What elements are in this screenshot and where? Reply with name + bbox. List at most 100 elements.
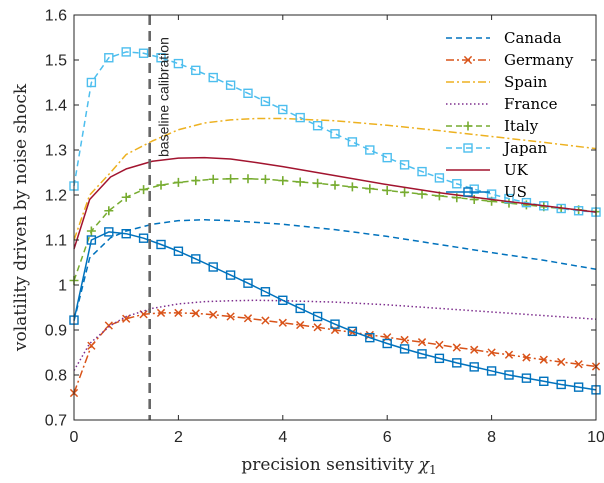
legend-entry-canada: Canada	[446, 29, 562, 47]
data-point-japan	[417, 166, 427, 177]
data-point-germany	[504, 350, 514, 359]
data-point-us	[469, 362, 479, 372]
data-point-japan	[382, 152, 392, 163]
data-point-germany	[87, 341, 96, 350]
data-point-italy	[226, 174, 236, 184]
data-point-us	[104, 227, 114, 237]
data-point-us	[156, 239, 166, 250]
data-point-us	[556, 379, 566, 390]
series-us	[69, 227, 601, 395]
data-point-japan	[156, 53, 166, 63]
data-point-germany	[313, 323, 322, 332]
data-point-japan	[104, 53, 114, 63]
data-point-germany	[191, 309, 200, 318]
axes-box	[73, 14, 597, 421]
series-france	[73, 299, 597, 371]
data-point-germany	[243, 314, 253, 323]
data-point-italy	[139, 185, 149, 195]
legend-entry-us: US	[446, 183, 527, 201]
data-point-us	[225, 270, 236, 280]
data-point-italy	[400, 187, 410, 197]
data-point-germany	[452, 343, 461, 352]
y-tick-label: 0.7	[45, 413, 67, 430]
data-point-japan	[330, 129, 340, 139]
y-tick-label: 1.2	[45, 188, 67, 205]
data-point-us	[208, 262, 218, 272]
data-point-japan	[399, 160, 410, 170]
data-point-italy	[382, 186, 392, 195]
data-point-germany	[278, 318, 287, 327]
data-point-japan	[86, 77, 97, 88]
legend-entry-japan: Japan	[446, 139, 548, 157]
data-point-japan	[295, 112, 305, 123]
y-tick-label: 0.8	[45, 368, 67, 385]
data-point-us	[86, 235, 97, 245]
data-point-us	[486, 366, 497, 376]
series-line-us	[73, 231, 597, 391]
x-axis-label-symbol: χ	[418, 455, 431, 475]
data-point-us	[191, 254, 201, 264]
x-tick-label: 0	[70, 429, 79, 446]
x-tick-label: 6	[383, 429, 392, 446]
data-point-us	[312, 311, 323, 322]
data-point-us	[504, 370, 514, 380]
data-point-germany	[400, 335, 409, 345]
data-point-germany	[522, 353, 531, 362]
data-point-us	[121, 228, 131, 239]
x-tick-label: 8	[487, 429, 496, 446]
x-axis-label: precision sensitivity χ1	[241, 455, 436, 477]
legend-label: US	[504, 183, 527, 201]
data-point-japan	[191, 65, 201, 76]
legend-marker-italy	[463, 121, 473, 131]
y-tick-label: 1.5	[45, 53, 67, 70]
series-canada	[73, 219, 597, 322]
data-point-japan	[434, 173, 445, 183]
data-point-japan	[260, 96, 271, 107]
data-point-us	[573, 382, 584, 392]
data-point-japan	[469, 184, 479, 194]
series-layer	[69, 47, 601, 398]
data-point-germany	[417, 338, 427, 347]
y-tick-label: 1.4	[45, 98, 67, 115]
legend: Canada Germany Spain France Italy Japan UK US	[446, 29, 574, 201]
data-point-germany	[435, 340, 444, 349]
data-point-japan	[312, 120, 323, 131]
data-point-us	[399, 344, 410, 354]
data-point-japan	[138, 48, 149, 58]
y-tick-label: 1.1	[45, 233, 67, 250]
data-point-germany	[156, 308, 166, 318]
data-point-italy	[86, 226, 96, 236]
data-point-us	[278, 295, 288, 305]
data-point-japan	[243, 88, 253, 99]
y-tick-label: 0.9	[45, 323, 67, 340]
legend-label: Germany	[504, 51, 574, 69]
data-point-japan	[504, 193, 514, 204]
data-point-italy	[173, 177, 183, 187]
data-point-us	[434, 353, 445, 364]
data-point-italy	[278, 176, 288, 186]
data-point-japan	[173, 58, 184, 69]
data-point-italy	[243, 174, 253, 184]
data-point-us	[260, 287, 271, 297]
data-point-us	[417, 349, 427, 359]
data-point-italy	[313, 178, 323, 188]
series-line-spain	[73, 117, 597, 241]
data-point-italy	[104, 206, 114, 216]
x-axis-label-subscript: 1	[429, 463, 437, 477]
legend-marker-us	[463, 187, 473, 197]
series-line-japan	[73, 51, 597, 213]
data-point-germany	[174, 308, 183, 318]
data-point-us	[521, 373, 532, 383]
data-point-germany	[557, 357, 566, 367]
data-point-germany	[487, 348, 496, 357]
data-point-japan	[365, 145, 375, 155]
data-point-us	[330, 319, 340, 329]
legend-marker-germany	[463, 55, 473, 65]
legend-entry-uk: UK	[446, 161, 529, 179]
legend-label: UK	[504, 161, 529, 179]
data-point-italy	[208, 174, 218, 184]
data-point-us	[295, 303, 305, 314]
data-point-italy	[260, 174, 270, 184]
data-point-italy	[417, 189, 427, 199]
